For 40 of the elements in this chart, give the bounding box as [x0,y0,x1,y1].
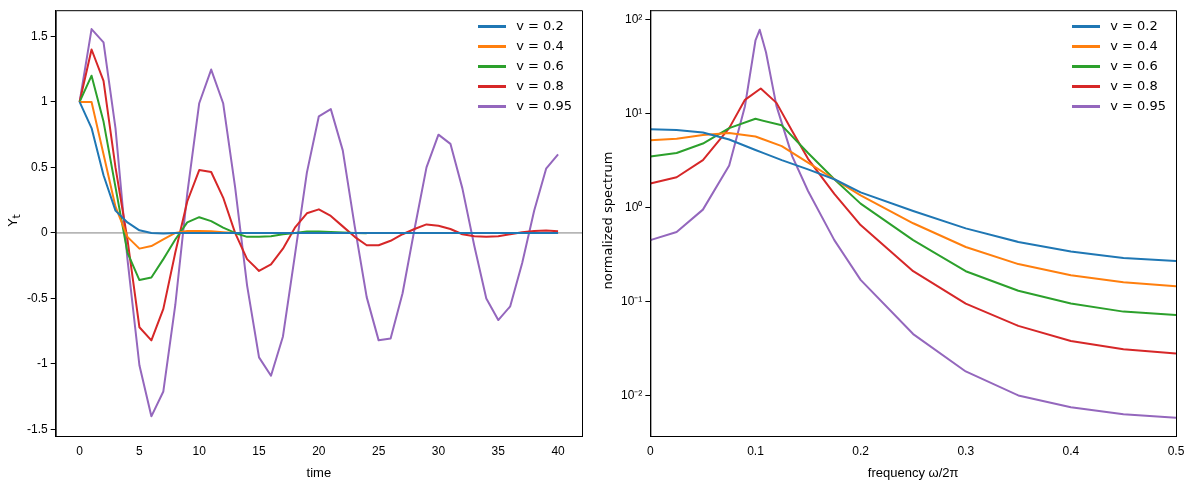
y-tick-label: 0.5 [30,159,48,174]
x-tick-label: 40 [551,443,566,458]
x-axis-title: frequency ω/2π [867,464,959,480]
legend-label: v = 0.95 [1110,97,1166,116]
legend-label: v = 0.2 [516,17,564,36]
x-tick-label: 5 [136,443,144,458]
x-axis-title: time [306,464,332,480]
y-tick-label: 0 [40,225,48,240]
y-tick-label: 10⁰ [624,199,643,214]
y-tick-label: -0.5 [26,290,48,305]
legend-label: v = 0.2 [1110,17,1158,36]
y-tick-label: 10⁻¹ [621,293,643,308]
legend-label: v = 0.8 [516,77,564,96]
x-tick-label: 20 [312,443,326,458]
x-tick-label: 30 [431,443,446,458]
y-tick-label: 1 [40,94,48,109]
x-tick-label: 0 [647,443,654,458]
legend-label: v = 0.95 [516,97,572,116]
legend-label: v = 0.4 [1110,37,1158,56]
legend-label: v = 0.8 [1110,77,1158,96]
y-tick-label: 10¹ [625,105,643,120]
y-tick-label: 1.5 [30,28,48,43]
legend-label: v = 0.6 [516,57,564,76]
x-tick-label: 35 [491,443,506,458]
x-tick-label: 0.3 [957,443,975,458]
y-axis-title: normalized spectrum [600,151,616,289]
y-tick-label: -1 [37,356,48,371]
legend-label: v = 0.6 [1110,57,1158,76]
y-tick-label: 10⁻² [621,387,643,402]
y-tick-label: 10² [625,11,643,26]
y-tick-label: -1.5 [26,421,48,436]
x-tick-label: 15 [252,443,267,458]
x-tick-label: 0 [76,443,84,458]
legend-label: v = 0.4 [516,37,564,56]
x-tick-label: 25 [371,443,386,458]
x-tick-label: 0.1 [747,443,765,458]
x-tick-label: 0.5 [1167,443,1185,458]
x-tick-label: 0.2 [852,443,870,458]
x-tick-label: 0.4 [1062,443,1080,458]
x-tick-label: 10 [192,443,207,458]
